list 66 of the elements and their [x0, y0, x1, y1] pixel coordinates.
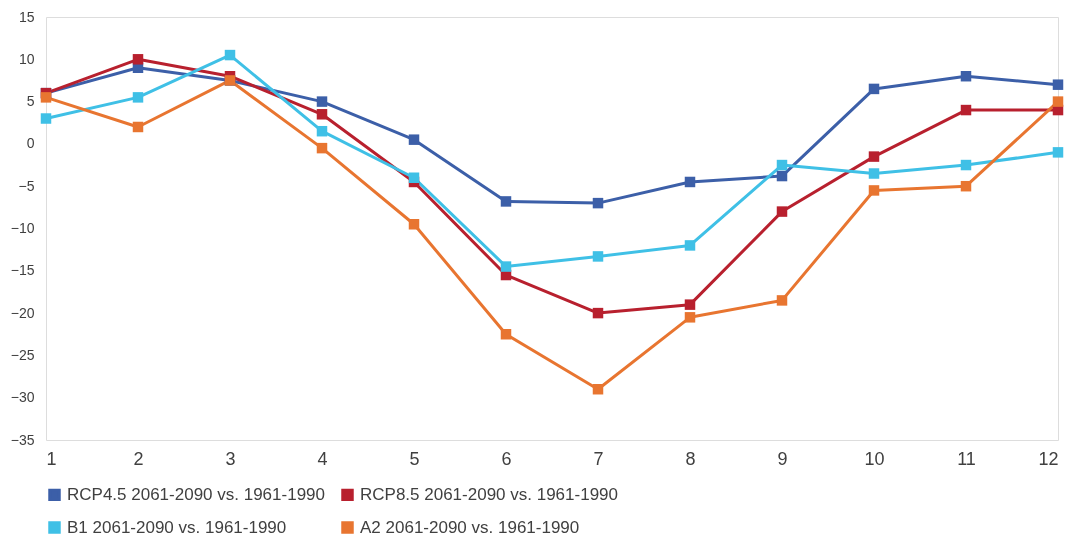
y-tick-label: −20 [10, 304, 35, 321]
y-tick-label: −30 [10, 389, 35, 406]
point [500, 261, 512, 272]
y-tick-label: −35 [10, 431, 35, 448]
point [40, 92, 52, 103]
x-tick-label: 1 [46, 448, 57, 469]
point [408, 172, 420, 183]
x-tick-label: 12 [1038, 448, 1059, 469]
x-tick-label: 4 [317, 448, 328, 469]
point [960, 70, 972, 82]
point [1052, 96, 1064, 107]
y-tick-label: −5 [18, 177, 35, 194]
x-tick-label: 9 [777, 448, 788, 469]
point [868, 168, 880, 179]
y-tick-label: −15 [10, 262, 35, 279]
point [316, 125, 328, 137]
point [776, 170, 788, 182]
point [408, 219, 420, 230]
point [776, 206, 788, 217]
x-tick-label: 2 [133, 448, 144, 469]
point [224, 49, 236, 61]
x-tick-label: 6 [501, 448, 512, 469]
point [684, 299, 696, 310]
point [1052, 79, 1064, 90]
point [592, 384, 604, 395]
point [960, 180, 972, 192]
y-tick-label: −25 [10, 346, 35, 363]
y-tick-label: 0 [26, 135, 35, 152]
legend-label: RCP8.5 2061-2090 vs. 1961-1990 [360, 484, 619, 504]
y-tick-label: 10 [18, 50, 35, 67]
point [1052, 147, 1064, 158]
point [316, 96, 328, 107]
point [868, 151, 880, 162]
legend-label: B1 2061-2090 vs. 1961-1990 [67, 517, 287, 537]
x-tick-label: 8 [685, 448, 696, 469]
point [132, 121, 144, 133]
x-tick-label: 7 [593, 448, 604, 469]
x-tick-label: 3 [225, 448, 236, 469]
point [592, 197, 604, 209]
point [592, 307, 604, 319]
point [40, 113, 52, 124]
point [868, 185, 880, 196]
y-tick-label: −10 [10, 220, 35, 236]
point [960, 159, 972, 171]
x-tick-label: 11 [957, 448, 976, 469]
point [500, 329, 512, 340]
x-tick-label: 10 [864, 448, 885, 469]
point [776, 159, 788, 171]
point [408, 134, 420, 145]
point [132, 54, 144, 65]
legend-label: RCP4.5 2061-2090 vs. 1961-1990 [67, 484, 326, 504]
point [868, 83, 880, 95]
point [132, 92, 144, 103]
point [684, 240, 696, 251]
point [684, 176, 696, 188]
x-tick-label: 5 [409, 448, 420, 469]
point [316, 142, 328, 154]
point [776, 295, 788, 306]
y-tick-label: 15 [18, 8, 35, 25]
point [500, 196, 512, 207]
y-tick-label: 5 [26, 93, 35, 110]
point [316, 109, 328, 120]
point [960, 104, 972, 116]
point [684, 312, 696, 323]
point [592, 251, 604, 262]
legend-label: A2 2061-2090 vs. 1961-1990 [360, 517, 580, 537]
